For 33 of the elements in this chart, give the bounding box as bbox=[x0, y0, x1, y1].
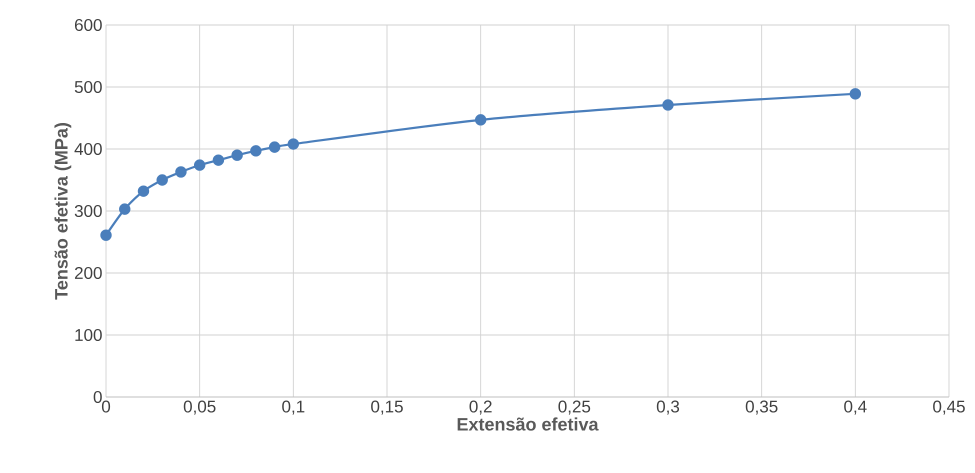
y-tick-label: 300 bbox=[74, 204, 102, 218]
x-tick-label: 0,05 bbox=[184, 400, 216, 415]
x-tick-label: 0,1 bbox=[282, 400, 304, 415]
point bbox=[288, 138, 300, 150]
y-tick-label: 500 bbox=[74, 80, 102, 94]
point bbox=[250, 145, 262, 157]
point bbox=[175, 166, 187, 178]
point bbox=[100, 229, 112, 241]
x-tick-label: 0 bbox=[102, 400, 110, 413]
point bbox=[268, 141, 280, 153]
x-tick-label: 0,45 bbox=[933, 400, 965, 415]
x-tick-label: 0,2 bbox=[470, 400, 492, 415]
y-tick-label: 400 bbox=[74, 142, 102, 156]
point bbox=[850, 88, 862, 100]
y-axis-title: Tensão efetiva (MPa) bbox=[54, 123, 72, 300]
x-axis-title: Extensão efetiva bbox=[458, 417, 599, 431]
y-tick-label: 600 bbox=[74, 18, 102, 32]
x-tick-label: 0,15 bbox=[371, 400, 403, 415]
x-tick-label: 0,3 bbox=[656, 400, 680, 415]
point bbox=[662, 99, 674, 111]
y-tick-label: 0 bbox=[94, 390, 102, 404]
y-tick-label: 100 bbox=[75, 328, 102, 342]
point bbox=[474, 114, 486, 126]
point bbox=[212, 154, 224, 166]
x-tick-label: 0,35 bbox=[746, 400, 778, 415]
point bbox=[156, 174, 168, 186]
point bbox=[119, 203, 130, 215]
x-tick-label: 0,4 bbox=[844, 400, 867, 415]
y-tick-label: 200 bbox=[74, 266, 102, 280]
point bbox=[194, 159, 206, 171]
point bbox=[138, 185, 150, 197]
point bbox=[231, 149, 243, 161]
x-tick-label: 0,25 bbox=[558, 400, 590, 415]
